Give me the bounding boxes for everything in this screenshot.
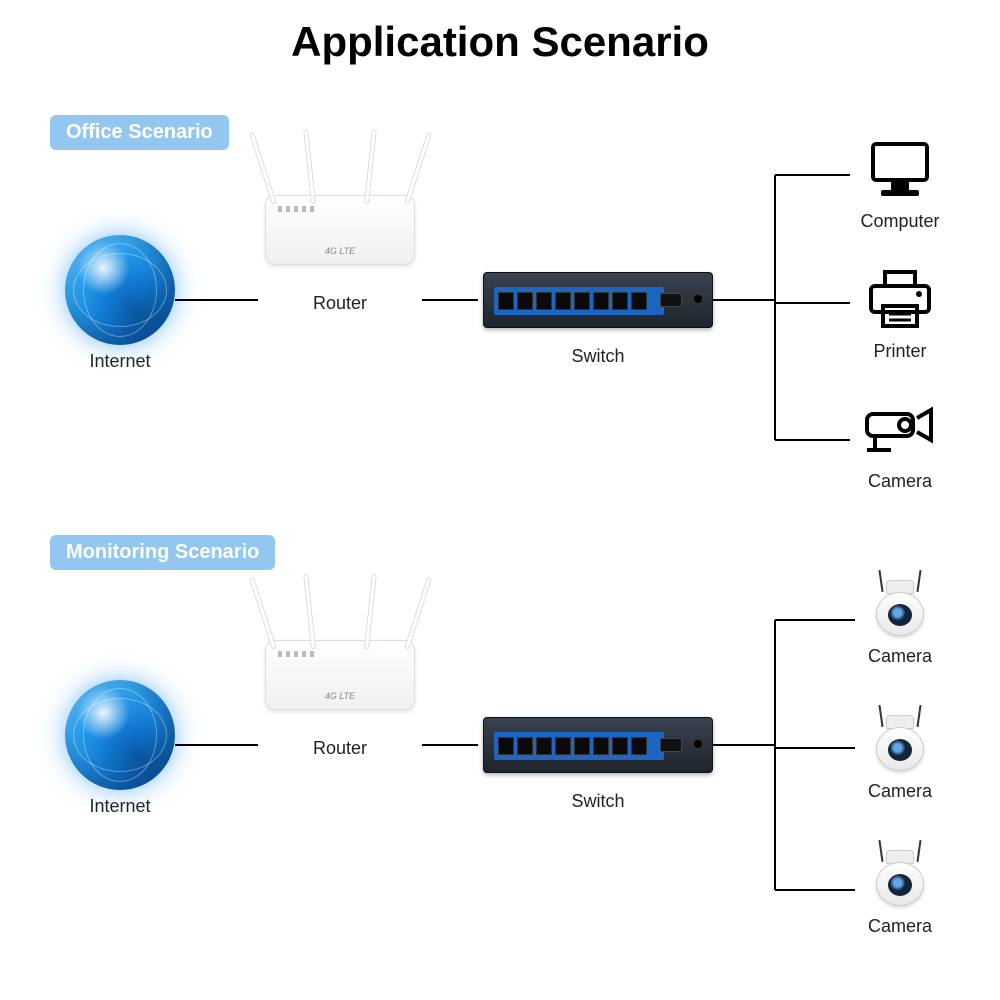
label-computer: Computer [850,211,950,232]
router-icon: 4G LTE [265,640,415,710]
mon-internet: Internet [60,680,180,817]
security-camera-icon [868,580,932,640]
office-computer: Computer [850,140,950,232]
label-switch: Switch [478,791,718,812]
computer-icon [865,140,935,200]
office-internet: Internet [60,235,180,372]
security-camera-icon [868,715,932,775]
label-printer: Printer [850,341,950,362]
switch-ports [494,287,664,315]
office-camera: Camera [850,400,950,492]
page-title: Application Scenario [0,0,1000,66]
switch-icon [483,717,713,773]
mon-camera-2: Camera [855,715,945,802]
router-brand: 4G LTE [266,246,414,256]
globe-icon [65,680,175,790]
router-icon: 4G LTE [265,195,415,265]
label-switch: Switch [478,346,718,367]
printer-icon [865,270,935,330]
router-brand: 4G LTE [266,691,414,701]
switch-ports [494,732,664,760]
label-internet: Internet [60,796,180,817]
camera-icon [865,400,935,460]
badge-office: Office Scenario [50,115,229,150]
label-router: Router [255,738,425,759]
office-router: 4G LTE Router [255,195,425,314]
label-camera: Camera [850,471,950,492]
office-printer: Printer [850,270,950,362]
label-router: Router [255,293,425,314]
label-camera: Camera [855,646,945,667]
globe-icon [65,235,175,345]
mon-camera-1: Camera [855,580,945,667]
security-camera-icon [868,850,932,910]
mon-router: 4G LTE Router [255,640,425,759]
switch-icon [483,272,713,328]
badge-monitoring: Monitoring Scenario [50,535,275,570]
office-switch: Switch [478,272,718,367]
label-camera: Camera [855,781,945,802]
mon-switch: Switch [478,717,718,812]
label-camera: Camera [855,916,945,937]
label-internet: Internet [60,351,180,372]
mon-camera-3: Camera [855,850,945,937]
